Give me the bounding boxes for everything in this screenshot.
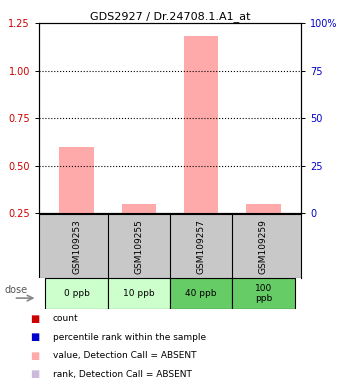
Text: 40 ppb: 40 ppb bbox=[185, 289, 217, 298]
Bar bbox=[122, 204, 156, 261]
Text: GSM109253: GSM109253 bbox=[72, 219, 81, 274]
Bar bbox=[232, 278, 295, 309]
Text: 0 ppb: 0 ppb bbox=[64, 289, 89, 298]
Text: rank, Detection Call = ABSENT: rank, Detection Call = ABSENT bbox=[53, 369, 191, 379]
Bar bbox=[59, 209, 94, 261]
Bar bbox=[246, 209, 280, 261]
Text: value, Detection Call = ABSENT: value, Detection Call = ABSENT bbox=[53, 351, 196, 360]
Text: GSM109257: GSM109257 bbox=[197, 219, 206, 274]
Text: ■: ■ bbox=[31, 314, 40, 324]
Text: percentile rank within the sample: percentile rank within the sample bbox=[53, 333, 206, 342]
Text: GSM109255: GSM109255 bbox=[134, 219, 143, 274]
Text: ■: ■ bbox=[31, 369, 40, 379]
Text: ■: ■ bbox=[31, 332, 40, 342]
Bar bbox=[122, 209, 156, 261]
Text: dose: dose bbox=[4, 285, 27, 295]
Bar bbox=[45, 278, 108, 309]
Bar bbox=[246, 204, 280, 261]
Bar bbox=[184, 36, 218, 261]
Bar bbox=[108, 278, 170, 309]
Bar bbox=[59, 147, 94, 261]
Text: GDS2927 / Dr.24708.1.A1_at: GDS2927 / Dr.24708.1.A1_at bbox=[90, 11, 250, 22]
Text: 10 ppb: 10 ppb bbox=[123, 289, 155, 298]
Bar bbox=[184, 209, 218, 261]
Text: GSM109259: GSM109259 bbox=[259, 219, 268, 274]
Text: count: count bbox=[53, 314, 78, 323]
Text: ■: ■ bbox=[31, 351, 40, 361]
Bar bbox=[170, 278, 232, 309]
Text: 100
ppb: 100 ppb bbox=[255, 284, 272, 303]
